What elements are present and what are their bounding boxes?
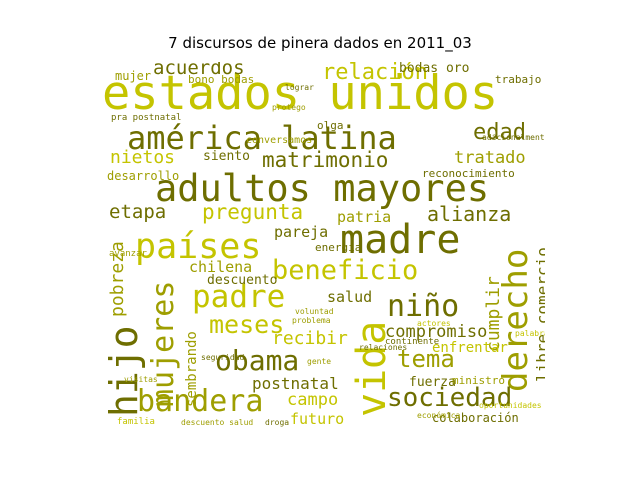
word: actores: [417, 319, 451, 328]
word: niño: [387, 289, 460, 324]
word: fuerza: [409, 375, 456, 390]
word: tratado: [454, 148, 526, 168]
word: pra postnatal: [111, 113, 182, 123]
word: económica: [417, 411, 461, 420]
word: matrimonio: [262, 148, 389, 172]
word: pareja: [274, 223, 329, 241]
word: países: [135, 227, 262, 267]
word: oportunidades: [479, 401, 542, 410]
word: enfrentar: [432, 340, 508, 356]
word: etapa: [109, 201, 167, 223]
word: salud: [327, 288, 373, 306]
word: bandera: [137, 384, 264, 419]
word: derecho: [496, 248, 536, 392]
word: futuro: [290, 410, 345, 428]
word: padre: [192, 279, 286, 315]
word: reconocimiento: [422, 167, 515, 180]
word: postnatal: [252, 374, 339, 393]
word: conversamos: [246, 135, 313, 146]
word: meses: [209, 310, 285, 339]
word: voluntad: [295, 307, 334, 316]
word: ministro: [452, 374, 505, 387]
word: adicionalmente: [482, 133, 545, 142]
word: recibir: [272, 328, 348, 349]
word: obama: [215, 344, 300, 377]
word: beneficio: [272, 255, 419, 286]
word: seguridad: [201, 353, 245, 362]
word: bono bodas: [188, 73, 255, 86]
word: chilena: [189, 258, 253, 276]
word: visitas: [124, 375, 158, 384]
word: acuerdos: [153, 62, 245, 79]
word: compromiso: [385, 322, 488, 342]
word: descuento salud: [181, 418, 254, 427]
word: droga: [265, 418, 290, 427]
word: gente: [307, 357, 332, 366]
word: problema: [292, 316, 331, 325]
word: olga: [317, 119, 344, 132]
word: libre comercio: [533, 247, 545, 382]
word: edad: [473, 120, 526, 145]
word: tema: [397, 345, 455, 373]
word: trabajo: [495, 73, 542, 86]
word-cloud: estados unidos américa latina adultos ma…: [97, 62, 545, 428]
word: relación: [322, 62, 428, 85]
word: familia: [117, 417, 155, 427]
chart-title: 7 discursos de pinera dados en 2011_03: [168, 34, 472, 52]
word: siento: [203, 149, 250, 164]
word: campo: [287, 390, 339, 410]
word: bodas oro: [399, 62, 470, 76]
word: madre: [340, 217, 461, 263]
word: desarrollo: [107, 169, 180, 183]
word: pregunta: [202, 200, 304, 224]
word: adultos mayores: [155, 167, 490, 210]
word: estados unidos: [102, 66, 499, 121]
word: sembrando: [184, 331, 200, 407]
word: patria: [337, 208, 392, 226]
word: alianza: [427, 202, 512, 226]
word: colaboración: [432, 411, 519, 425]
word: mujer: [115, 69, 152, 83]
word: sociedad: [387, 383, 513, 413]
word: energía: [315, 241, 362, 254]
word: avanzar: [109, 249, 147, 259]
word: nietos: [110, 147, 176, 168]
word: continente: [385, 337, 440, 347]
word: relaciones: [359, 343, 408, 352]
word: protego: [272, 103, 306, 112]
word: lograr: [285, 83, 314, 92]
word: palabras: [515, 329, 545, 338]
word: descuento: [207, 273, 278, 288]
word: américa latina: [127, 119, 397, 157]
